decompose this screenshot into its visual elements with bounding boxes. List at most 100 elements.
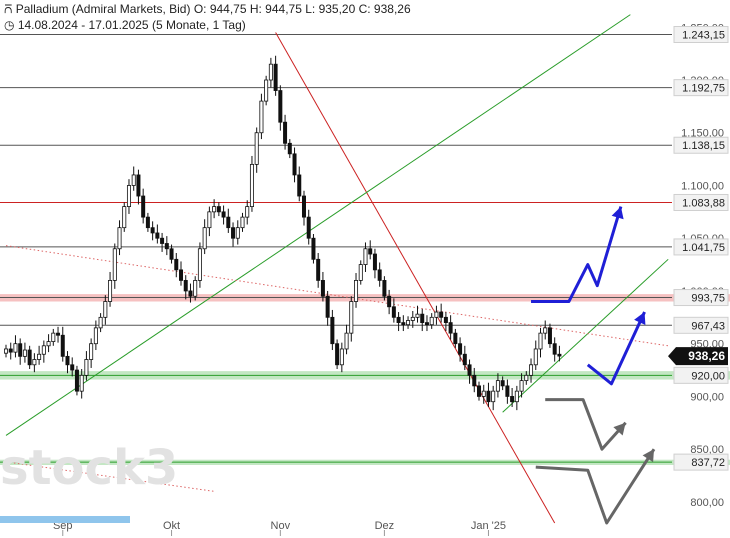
candle-24 <box>117 220 122 256</box>
candle-83 <box>396 312 401 332</box>
candle-7 <box>37 345 42 365</box>
candle-body <box>245 206 250 218</box>
candle-48 <box>231 222 236 247</box>
level-label: 1.243,15 <box>682 29 725 41</box>
candle-103 <box>491 385 496 411</box>
time-scroll-bar[interactable] <box>0 516 130 523</box>
candle-body <box>51 332 56 342</box>
candle-body <box>481 390 486 397</box>
candle-106 <box>505 379 510 404</box>
candle-body <box>179 269 184 281</box>
candle-27 <box>131 166 136 191</box>
level-label: 967,43 <box>691 320 725 332</box>
candle-body <box>18 343 23 357</box>
candle-96 <box>458 337 463 362</box>
candle-1 <box>8 342 13 360</box>
candle-body <box>70 364 75 371</box>
level-label-box <box>673 79 729 97</box>
scenario-arrow-head <box>613 422 626 436</box>
candle-0 <box>4 344 9 358</box>
candle-77 <box>368 240 373 260</box>
candle-body <box>93 327 98 345</box>
candle-101 <box>481 384 486 404</box>
y-tick-label: 900,00 <box>690 391 724 403</box>
candle-17 <box>84 351 89 381</box>
candle-43 <box>207 206 212 237</box>
candle-body <box>145 216 150 229</box>
candle-body <box>510 396 515 403</box>
candle-79 <box>377 262 382 287</box>
level-label-box <box>673 136 729 154</box>
candle-body <box>32 359 37 366</box>
candle-body <box>174 258 179 271</box>
level-label-box <box>673 366 729 384</box>
candle-body <box>406 320 411 326</box>
candle-23 <box>112 243 117 289</box>
candle-body <box>37 353 42 360</box>
candle-78 <box>372 248 377 279</box>
candle-body <box>424 322 429 326</box>
candle-body <box>13 343 18 353</box>
candle-51 <box>245 200 250 225</box>
level-label: 1.192,75 <box>682 83 725 95</box>
candle-body <box>476 385 481 397</box>
candle-37 <box>179 261 184 286</box>
candle-body <box>150 227 155 234</box>
candle-body <box>486 390 491 403</box>
trendlines <box>5 14 669 524</box>
candle-body <box>401 322 406 326</box>
candle-97 <box>462 345 467 371</box>
candle-34 <box>164 236 169 256</box>
candle-body <box>320 280 325 297</box>
candle-55 <box>264 75 269 106</box>
candle-body <box>122 206 127 229</box>
candle-61 <box>292 147 297 183</box>
clock-icon: ◷ <box>4 18 15 32</box>
candle-body <box>254 132 259 165</box>
candle-47 <box>226 208 231 233</box>
candle-body <box>60 334 65 357</box>
candle-body <box>212 206 217 213</box>
candle-32 <box>155 224 160 244</box>
candle-5 <box>27 345 32 370</box>
candle-4 <box>22 342 27 363</box>
candle-85 <box>406 316 411 329</box>
candle-117 <box>557 345 562 362</box>
candle-body <box>249 163 254 207</box>
level-label-box <box>673 316 729 334</box>
candle-body <box>126 185 131 207</box>
watermark: stock3 <box>0 440 178 496</box>
candle-body <box>377 269 382 281</box>
candle-body <box>283 121 288 144</box>
candles <box>4 55 562 411</box>
candle-44 <box>212 199 217 219</box>
candle-body <box>552 343 557 355</box>
candle-body <box>363 248 368 265</box>
candle-body <box>330 316 335 345</box>
candle-body <box>429 316 434 326</box>
y-tick-label: 850,00 <box>690 444 724 456</box>
candle-113 <box>538 327 543 358</box>
candle-body <box>372 253 377 271</box>
trendline <box>5 461 215 492</box>
x-axis: Sep Okt Nov Dez Jan '25 <box>53 520 506 536</box>
candle-50 <box>240 212 245 232</box>
candle-59 <box>283 114 288 150</box>
candle-91 <box>434 305 439 325</box>
candle-30 <box>145 212 150 232</box>
candle-body <box>231 227 236 239</box>
candle-92 <box>439 303 444 323</box>
candle-76 <box>363 242 368 272</box>
candle-75 <box>358 260 363 285</box>
trendline <box>502 258 669 413</box>
candle-26 <box>126 179 131 214</box>
scenario-paths <box>531 206 656 525</box>
candle-88 <box>420 308 425 332</box>
candle-100 <box>476 381 481 401</box>
candle-body <box>65 355 70 366</box>
candle-89 <box>424 315 429 332</box>
candle-64 <box>306 209 311 245</box>
level-label: 837,72 <box>691 457 725 469</box>
candle-body <box>136 174 141 197</box>
